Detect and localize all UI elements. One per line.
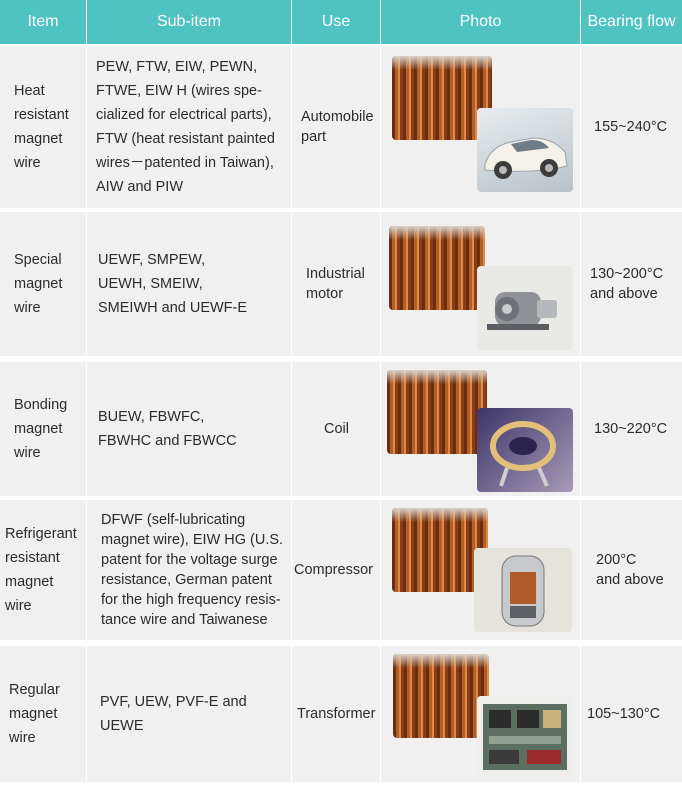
- motor-image: [477, 266, 573, 350]
- row-item: Bonding magnet wire: [14, 397, 68, 461]
- table-row: Heat resistant magnet wire PEW, FTW, EIW…: [0, 46, 682, 208]
- row-item: Refrigerant resistant magnet wire: [5, 526, 77, 614]
- row-subitem: UEWF, SMPEW, UEWH, SMEIW, SMEIWH and UEW…: [98, 252, 248, 316]
- wire-spools-image: [393, 654, 489, 738]
- row-subitem: BUEW, FBWFC, FBWHC and FBWCC: [98, 409, 237, 449]
- row-subitem: DFWF (self-lubricating magnet wire), EIW…: [101, 512, 284, 628]
- table-row: Bonding magnet wire BUEW, FBWFC, FBWHC a…: [0, 362, 682, 496]
- row-bearing-flow: 200°C and above: [596, 552, 664, 588]
- row-photo: [389, 226, 573, 350]
- row-photo: [387, 370, 573, 492]
- row-bearing-flow: 105~130°C: [587, 706, 661, 722]
- row-item: Special magnet wire: [14, 252, 63, 316]
- coil-image: [477, 408, 573, 492]
- row-use: Coil: [324, 421, 349, 437]
- table-row: Refrigerant resistant magnet wire DFWF (…: [0, 500, 682, 640]
- header-use: Use: [292, 0, 380, 44]
- row-photo: [392, 508, 572, 632]
- compressor-image: [474, 548, 572, 632]
- row-bearing-flow: 155~240°C: [594, 119, 668, 135]
- row-bearing-flow: 130~220°C: [594, 421, 668, 437]
- row-subitem: PVF, UEW, PVF-E and UEWE: [100, 694, 247, 734]
- car-image: [477, 108, 573, 192]
- row-item: Heat resistant magnet wire: [14, 83, 69, 171]
- row-use: Automobile part: [301, 109, 374, 145]
- transformer-board-image: [477, 696, 573, 778]
- row-use: Industrial motor: [306, 266, 365, 302]
- row-item: Regular magnet wire: [9, 682, 60, 746]
- header-subitem: Sub-item: [87, 0, 291, 44]
- header-photo: Photo: [381, 0, 580, 44]
- row-use: Transformer: [297, 706, 376, 722]
- header-bearing-flow: Bearing flow: [581, 0, 682, 44]
- row-bearing-flow: 130~200°C and above: [590, 266, 664, 302]
- table-row: Regular magnet wire PVF, UEW, PVF-E and …: [0, 646, 682, 782]
- wire-spools-image: [389, 226, 485, 310]
- row-photo: [392, 56, 574, 192]
- row-photo: [393, 654, 575, 778]
- table-row: Special magnet wire UEWF, SMPEW, UEWH, S…: [0, 212, 682, 356]
- wire-spools-image: [392, 508, 488, 592]
- row-subitem: PEW, FTW, EIW, PEWN, FTWE, EIW H (wires …: [96, 59, 275, 195]
- wire-spools-image: [387, 370, 487, 454]
- row-use: Compressor: [294, 562, 373, 578]
- wire-spools-image: [392, 56, 492, 140]
- header-item: Item: [0, 0, 86, 44]
